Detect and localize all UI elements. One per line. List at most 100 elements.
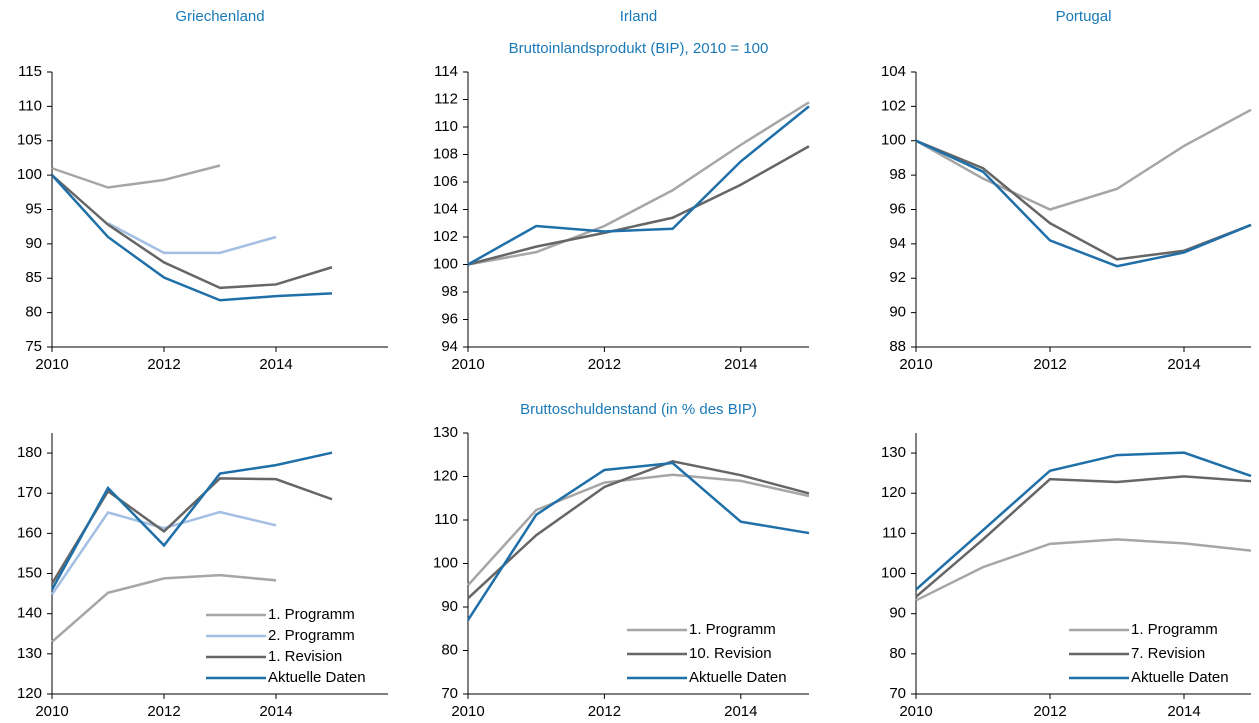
series-line (51, 174, 333, 290)
y-tick-label: 90 (441, 598, 458, 615)
series-line (467, 145, 810, 266)
y-tick-label: 106 (433, 173, 458, 190)
y-tick-label: 98 (889, 166, 906, 183)
y-tick-label: 110 (18, 97, 42, 114)
series-line (466, 461, 810, 621)
x-tick-label: 2014 (1167, 703, 1200, 720)
y-tick-label: 180 (17, 444, 42, 461)
y-tick-label: 98 (441, 283, 458, 300)
y-tick-label: 114 (434, 63, 458, 80)
series-line (51, 573, 277, 643)
y-tick-label: 115 (18, 63, 42, 80)
y-tick-label: 102 (881, 97, 906, 114)
legend-label: 7. Revision (1131, 645, 1205, 662)
chart-subtitle: Bruttoinlandsprodukt (BIP), 2010 = 100 (509, 40, 769, 57)
series-line (107, 222, 277, 255)
y-tick-label: 94 (889, 235, 906, 252)
x-tick-label: 2010 (899, 703, 932, 720)
x-tick-label: 2012 (588, 356, 621, 373)
y-tick-label: 80 (25, 304, 42, 321)
series-line (915, 139, 1252, 261)
y-tick-label: 80 (889, 645, 906, 662)
x-tick-label: 2012 (147, 356, 180, 373)
y-tick-label: 88 (889, 338, 906, 355)
y-tick-label: 80 (441, 641, 458, 658)
legend-label: 2. Programm (268, 627, 355, 644)
y-tick-label: 170 (17, 484, 42, 501)
series-line (50, 510, 277, 596)
y-tick-label: 104 (433, 200, 458, 217)
y-tick-label: 130 (433, 424, 458, 441)
y-tick-label: 104 (881, 63, 906, 80)
y-tick-label: 96 (441, 310, 458, 327)
y-tick-label: 96 (889, 200, 906, 217)
x-tick-label: 2012 (1033, 356, 1066, 373)
y-tick-label: 130 (881, 444, 906, 461)
y-tick-label: 110 (434, 118, 458, 135)
x-tick-label: 2014 (724, 703, 757, 720)
y-tick-label: 70 (441, 685, 458, 702)
y-tick-label: 100 (881, 565, 906, 582)
series-line (51, 174, 333, 302)
y-tick-label: 94 (441, 338, 458, 355)
x-tick-label: 2014 (724, 356, 757, 373)
series-line (467, 101, 810, 266)
series-line (915, 475, 1252, 598)
y-tick-label: 75 (25, 338, 42, 355)
x-tick-label: 2012 (147, 703, 180, 720)
chart-title: Griechenland (175, 8, 264, 25)
legend-label: 1. Programm (689, 621, 776, 638)
x-tick-label: 2014 (259, 703, 292, 720)
y-tick-label: 110 (434, 511, 458, 528)
x-tick-label: 2010 (899, 356, 932, 373)
chart-title: Portugal (1056, 8, 1112, 25)
x-tick-label: 2010 (35, 356, 68, 373)
x-tick-label: 2012 (1033, 703, 1066, 720)
y-tick-label: 160 (17, 524, 42, 541)
legend-label: 1. Revision (268, 648, 342, 665)
x-tick-label: 2012 (588, 703, 621, 720)
x-tick-label: 2010 (451, 356, 484, 373)
y-tick-label: 100 (17, 166, 42, 183)
y-tick-label: 108 (433, 145, 458, 162)
chart-title: Irland (620, 8, 658, 25)
series-line (50, 451, 333, 591)
legend-label: 1. Programm (268, 606, 355, 623)
y-tick-label: 120 (17, 685, 42, 702)
series-line (467, 473, 810, 587)
y-tick-label: 100 (881, 132, 906, 149)
y-tick-label: 100 (433, 255, 458, 272)
y-tick-label: 102 (433, 228, 458, 245)
y-tick-label: 92 (889, 269, 906, 286)
x-tick-label: 2010 (451, 703, 484, 720)
series-line (51, 164, 221, 189)
y-tick-label: 90 (25, 235, 42, 252)
y-tick-label: 70 (889, 685, 906, 702)
y-tick-label: 110 (882, 524, 906, 541)
series-line (915, 451, 1252, 591)
legend-label: Aktuelle Daten (268, 669, 366, 686)
series-line (915, 538, 1252, 602)
y-tick-label: 140 (17, 605, 42, 622)
legend-label: Aktuelle Daten (689, 669, 787, 686)
y-tick-label: 105 (17, 132, 42, 149)
y-tick-label: 130 (17, 645, 42, 662)
series-line (915, 139, 1252, 268)
legend-label: Aktuelle Daten (1131, 669, 1229, 686)
legend-label: 1. Programm (1131, 621, 1218, 638)
y-tick-label: 90 (889, 605, 906, 622)
y-tick-label: 100 (433, 554, 458, 571)
y-tick-label: 120 (881, 484, 906, 501)
series-line (467, 105, 810, 266)
y-tick-label: 90 (889, 304, 906, 321)
series-line (467, 459, 810, 600)
series-line (915, 108, 1252, 211)
y-tick-label: 150 (17, 565, 42, 582)
y-tick-label: 85 (25, 269, 42, 286)
y-tick-label: 120 (433, 467, 458, 484)
x-tick-label: 2014 (259, 356, 292, 373)
y-tick-label: 95 (25, 200, 42, 217)
x-tick-label: 2014 (1167, 356, 1200, 373)
chart-subtitle: Bruttoschuldenstand (in % des BIP) (520, 401, 757, 418)
